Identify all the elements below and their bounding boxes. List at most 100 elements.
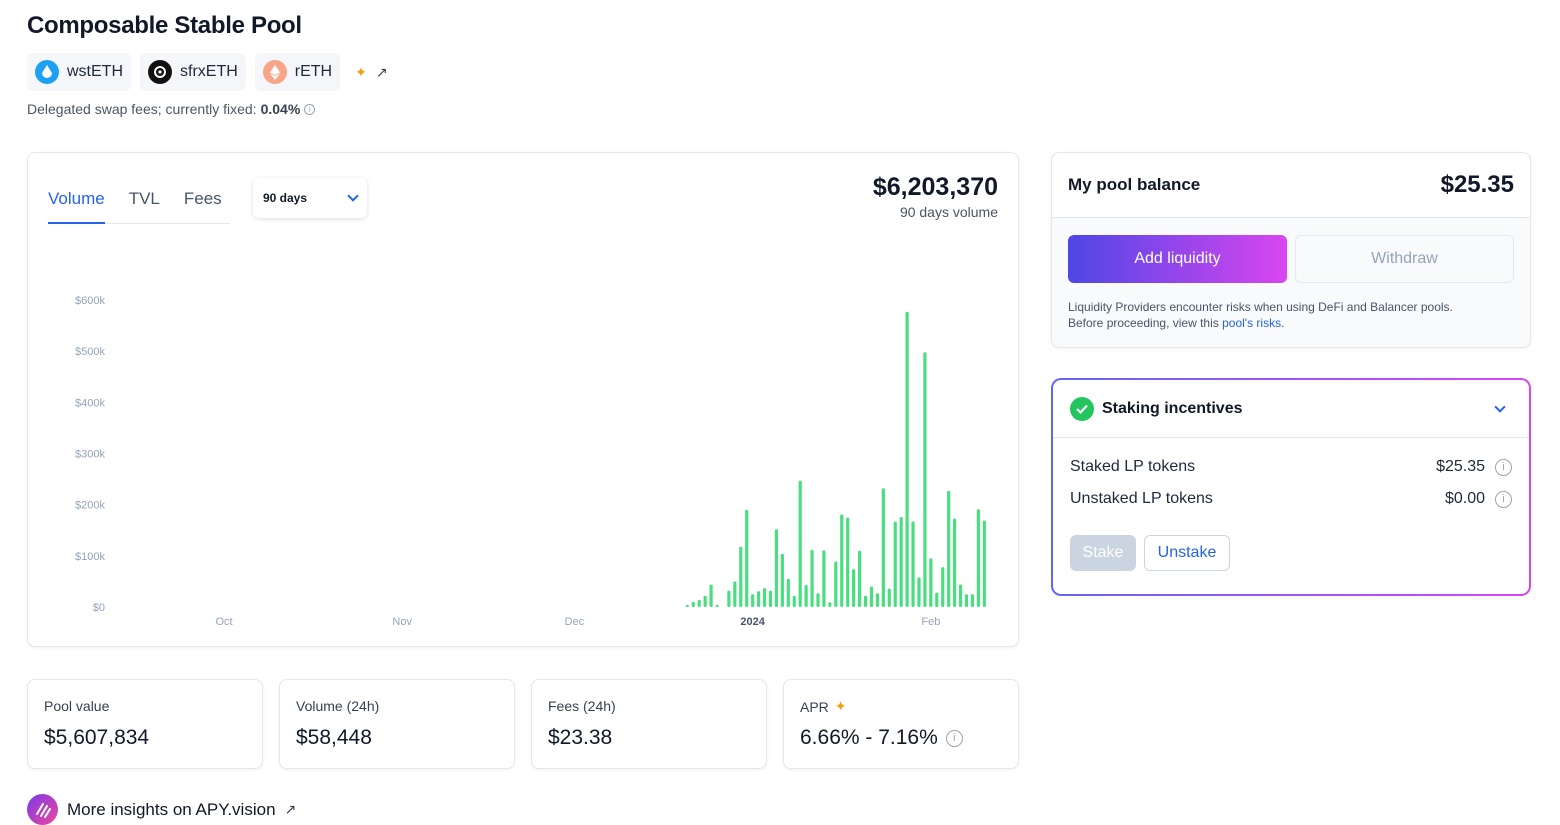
info-icon[interactable]: i [945, 729, 963, 747]
y-tick-label: $200k [75, 500, 105, 512]
y-tick-label: $500k [75, 346, 105, 358]
pool-balance-title: My pool balance [1068, 175, 1201, 194]
chevron-down-icon[interactable] [1494, 400, 1506, 413]
info-icon[interactable]: i [1495, 458, 1512, 476]
volume-bar[interactable] [964, 594, 969, 607]
volume-bar[interactable] [780, 553, 784, 607]
tab-volume[interactable]: Volume [48, 177, 105, 224]
volume-bar[interactable] [852, 569, 856, 607]
volume-bar[interactable] [774, 529, 779, 607]
stat-label: APR [800, 698, 829, 715]
volume-bar[interactable] [792, 595, 796, 607]
volume-bar[interactable] [923, 352, 927, 607]
stat-fees-24h: Fees (24h) $23.38 [531, 679, 767, 769]
token-chip-sfrxeth[interactable]: sfrxETH [140, 53, 246, 91]
volume-bar[interactable] [899, 516, 903, 607]
volume-bar[interactable] [857, 550, 862, 607]
volume-bar[interactable] [917, 577, 921, 607]
volume-bar[interactable] [911, 521, 915, 607]
add-liquidity-button[interactable]: Add liquidity [1068, 235, 1287, 283]
volume-bar[interactable] [887, 588, 891, 607]
y-tick-label: $100k [75, 551, 105, 563]
staking-title: Staking incentives [1102, 399, 1243, 417]
sparkle-icon[interactable]: ✦ [834, 698, 847, 714]
withdraw-button[interactable]: Withdraw [1295, 235, 1514, 283]
period-select[interactable]: 90 days [253, 178, 367, 218]
tab-tvl[interactable]: TVL [128, 189, 160, 208]
balance-actions: Add liquidity Withdraw [1068, 235, 1514, 283]
volume-bar[interactable] [822, 550, 826, 607]
volume-bar[interactable] [905, 311, 909, 607]
volume-bar[interactable] [953, 518, 957, 607]
volume-bar[interactable] [840, 514, 844, 607]
volume-bar[interactable] [834, 561, 838, 607]
staking-incentives-card: Staking incentives Staked LP tokens $25.… [1051, 378, 1531, 596]
volume-bar[interactable] [828, 602, 832, 607]
volume-bar[interactable] [935, 592, 939, 607]
volume-bar[interactable] [976, 509, 980, 607]
info-icon[interactable]: i [1495, 490, 1512, 508]
stake-button[interactable]: Stake [1070, 535, 1136, 571]
volume-bar[interactable] [941, 567, 945, 607]
fee-text: Delegated swap fees; currently fixed: [27, 101, 257, 117]
volume-bar[interactable] [727, 590, 731, 607]
volume-bar[interactable] [691, 601, 695, 607]
volume-bar[interactable] [733, 581, 737, 607]
volume-bar[interactable] [715, 605, 719, 607]
chart-total: $6,203,370 90 days volume [873, 173, 998, 220]
volume-bar[interactable] [958, 584, 963, 607]
stat-label: Fees (24h) [548, 698, 616, 714]
info-icon[interactable]: i [304, 103, 316, 115]
pool-risks-link[interactable]: pool's risks [1222, 316, 1282, 330]
x-tick-label: Feb [921, 616, 940, 628]
tab-fees[interactable]: Fees [183, 189, 222, 208]
token-chip-reth[interactable]: rETH [254, 53, 341, 91]
volume-bar[interactable] [846, 517, 850, 607]
token-symbol: sfrxETH [180, 63, 238, 80]
volume-bar[interactable] [810, 549, 814, 607]
staking-header[interactable]: Staking incentives [1053, 380, 1529, 438]
staked-value: $25.35 [1436, 458, 1485, 475]
volume-bar[interactable] [947, 490, 951, 607]
volume-bar[interactable] [893, 521, 897, 607]
volume-bar[interactable] [786, 578, 790, 607]
token-chip-wsteth[interactable]: wstETH [27, 53, 131, 91]
volume-bar[interactable] [816, 593, 820, 607]
unstake-button[interactable]: Unstake [1144, 535, 1230, 571]
volume-bar[interactable] [751, 594, 755, 607]
page-title: Composable Stable Pool [27, 12, 302, 39]
volume-bar[interactable] [762, 588, 767, 607]
volume-bar[interactable] [875, 593, 879, 607]
stat-volume-24h: Volume (24h) $58,448 [279, 679, 515, 769]
apy-vision-link[interactable]: More insights on APY.vision ↗ [27, 794, 296, 825]
stat-value: $5,607,834 [44, 726, 150, 749]
pool-balance-value: $25.35 [1440, 171, 1514, 198]
volume-bar[interactable] [863, 595, 868, 607]
volume-bar[interactable] [697, 599, 701, 607]
x-tick-label: Oct [215, 616, 232, 628]
volume-bar[interactable] [881, 488, 885, 607]
pool-balance-card: My pool balance $25.35 Add liquidity Wit… [1051, 152, 1531, 348]
volume-bar[interactable] [768, 590, 773, 607]
sparkle-icon: ✦ [355, 63, 367, 80]
volume-bar[interactable] [739, 546, 743, 607]
insights-label: More insights on APY.vision [67, 799, 276, 819]
volume-bar[interactable] [757, 591, 761, 607]
volume-bar[interactable] [703, 595, 707, 607]
volume-bar[interactable] [804, 584, 808, 607]
risk-text-1: Liquidity Providers encounter risks when… [1068, 300, 1453, 314]
volume-bar[interactable] [970, 594, 975, 607]
chart-card: $0 $100k $200k $300k $400k $500k $600k Oct Nov De… [27, 152, 1019, 647]
staked-label: Staked LP tokens [1070, 458, 1196, 475]
staked-row: Staked LP tokens $25.35 i [1070, 458, 1512, 476]
volume-bar[interactable] [709, 584, 713, 607]
volume-bar[interactable] [685, 604, 689, 607]
volume-bar[interactable] [869, 586, 874, 607]
volume-bar[interactable] [798, 480, 802, 607]
external-link-icon[interactable]: ↗ [375, 63, 388, 80]
volume-bar[interactable] [745, 509, 749, 607]
volume-bar[interactable] [929, 558, 933, 607]
risk-notice: Liquidity Providers encounter risks when… [1068, 299, 1508, 331]
y-tick-label: $600k [75, 295, 105, 307]
volume-bar[interactable] [982, 520, 986, 607]
